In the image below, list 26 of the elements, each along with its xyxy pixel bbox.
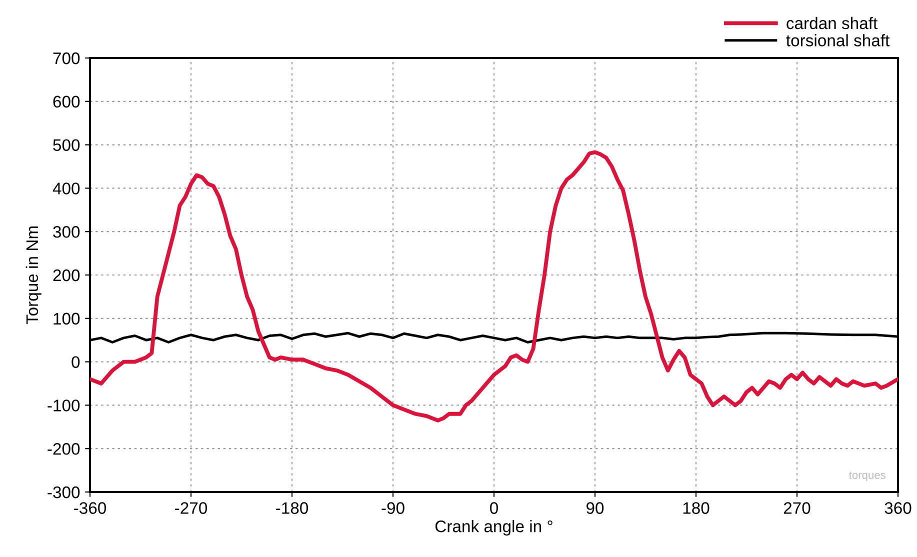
x-tick-label: -270 <box>175 502 208 514</box>
y-tick-label: -100 <box>48 400 80 412</box>
x-tick-label: 180 <box>683 502 710 514</box>
y-tick-label: -300 <box>48 486 80 498</box>
y-tick-label: 200 <box>53 269 80 282</box>
y-tick-label: 700 <box>53 52 80 64</box>
x-tick-label: 270 <box>784 502 810 514</box>
y-tick-label: 500 <box>53 139 80 152</box>
x-tick-label: 90 <box>586 502 604 514</box>
y-tick-label: 400 <box>52 182 80 194</box>
x-axis-title: Crank angle in ° <box>435 520 552 536</box>
x-tick-label: -360 <box>74 502 106 514</box>
x-tick-label: 0 <box>490 502 498 514</box>
line-series <box>90 150 898 422</box>
y-axis-title: Torque in Nm <box>26 226 42 324</box>
x-tick-label: -90 <box>382 502 404 514</box>
y-tick-label: 100 <box>54 312 80 325</box>
y-tick-label: 300 <box>53 226 80 238</box>
legend-label: cardan shaft <box>786 16 878 30</box>
legend-label: torsional shaft <box>786 34 890 46</box>
y-tick-label: 0 <box>72 356 80 368</box>
y-tick-label: 600 <box>53 96 80 108</box>
annotation: torques <box>848 472 886 482</box>
x-tick-label: -180 <box>276 502 308 514</box>
y-tick-label: -200 <box>48 443 80 455</box>
x-tick-label: 360 <box>884 502 912 514</box>
